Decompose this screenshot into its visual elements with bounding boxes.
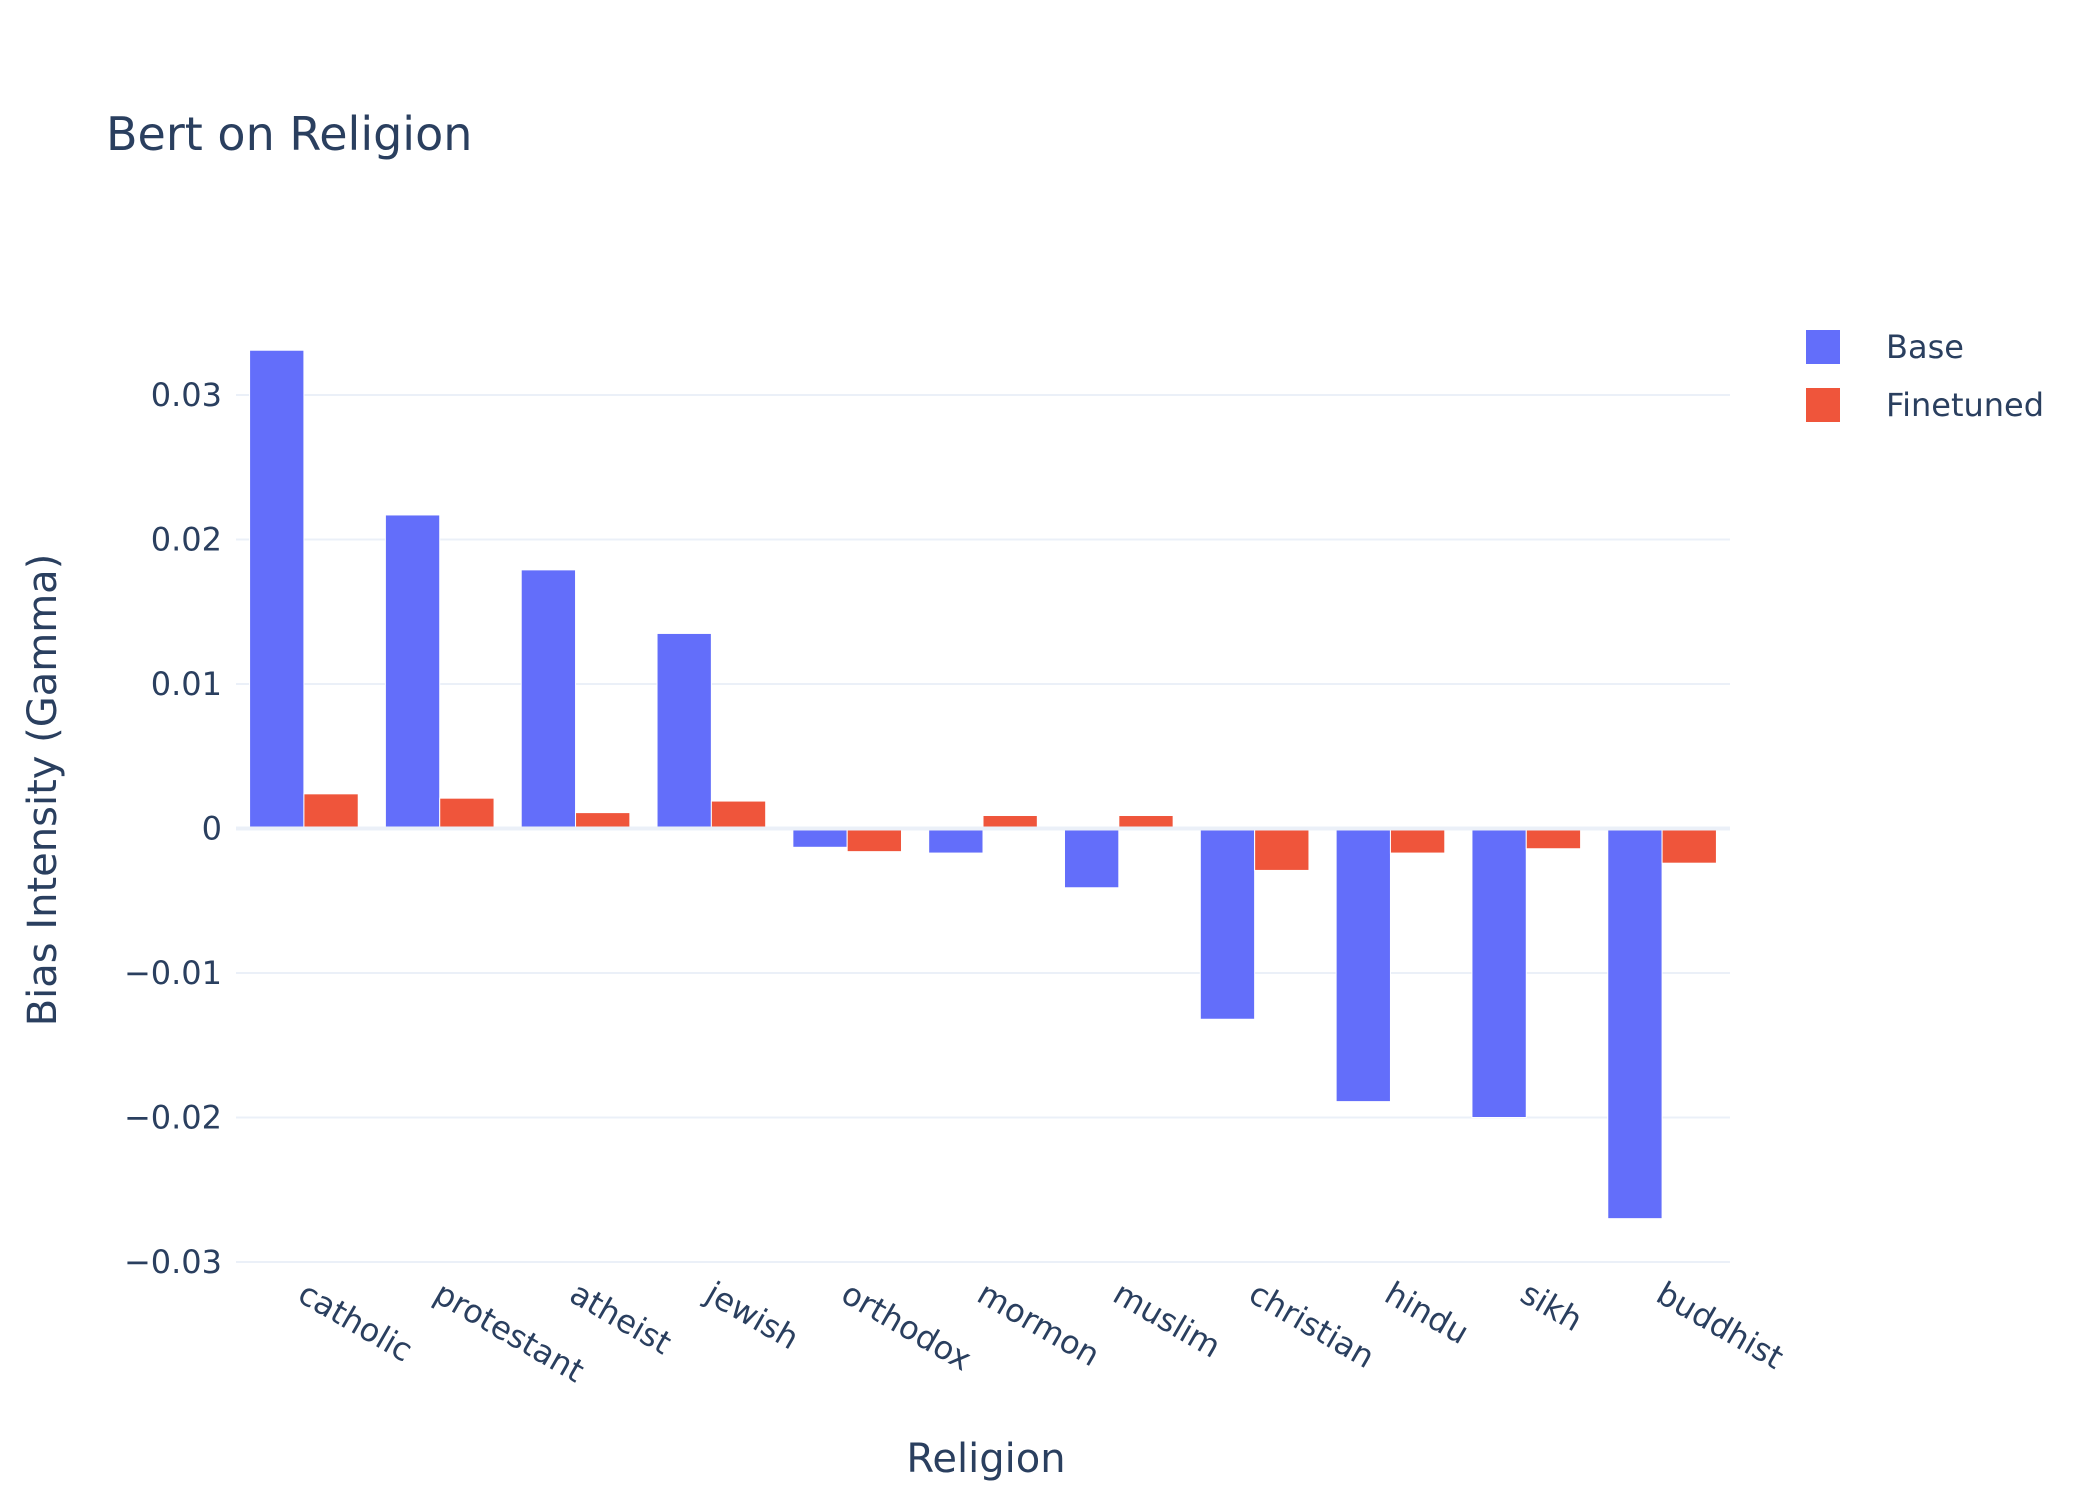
- legend-item-finetuned[interactable]: Finetuned: [1806, 386, 2044, 424]
- y-tick-label: 0: [202, 810, 222, 848]
- x-tick-label: mormon: [971, 1274, 1106, 1374]
- legend-item-base[interactable]: Base: [1806, 328, 1964, 366]
- y-tick-label: 0.02: [151, 521, 222, 559]
- x-tick-label: sikh: [1514, 1274, 1589, 1339]
- bar-base-sikh[interactable]: [1471, 828, 1527, 1119]
- legend-label: Base: [1886, 328, 1964, 366]
- x-tick-label: muslim: [1107, 1274, 1227, 1365]
- grid-lines: [236, 394, 1730, 1263]
- x-axis-title: Religion: [906, 1436, 1065, 1482]
- bar-base-christian[interactable]: [1199, 828, 1256, 1020]
- legend-swatch: [1806, 330, 1840, 364]
- bar-base-muslim[interactable]: [1063, 828, 1120, 889]
- chart-title: Bert on Religion: [106, 107, 472, 161]
- bar-base-orthodox[interactable]: [792, 828, 848, 848]
- bar-finetuned-hindu[interactable]: [1389, 828, 1446, 854]
- y-tick-label: 0.01: [151, 665, 222, 703]
- x-tick-label: protestant: [428, 1274, 591, 1390]
- bar-finetuned-orthodox[interactable]: [846, 828, 903, 853]
- legend-swatch: [1806, 388, 1840, 422]
- x-tick-label: buddhist: [1650, 1274, 1790, 1377]
- x-tick-label: orthodox: [835, 1274, 978, 1378]
- legend[interactable]: Base Finetuned: [1806, 328, 2044, 424]
- bar-finetuned-sikh[interactable]: [1525, 828, 1582, 850]
- x-tick-label: jewish: [698, 1274, 805, 1358]
- bar-base-buddhist[interactable]: [1607, 828, 1663, 1220]
- x-tick-label: christian: [1243, 1274, 1381, 1376]
- bar-base-mormon[interactable]: [928, 828, 984, 854]
- y-tick-label: −0.02: [124, 1099, 222, 1137]
- bar-finetuned-catholic[interactable]: [303, 793, 359, 830]
- y-axis-ticks: 0.03 0.02 0.01 0 −0.01 −0.02 −0.03: [124, 376, 222, 1281]
- x-tick-label: hindu: [1378, 1274, 1475, 1352]
- y-axis-title: Bias Intensity (Gamma): [20, 554, 66, 1027]
- bar-finetuned-jewish[interactable]: [710, 800, 767, 830]
- bar-finetuned-christian[interactable]: [1254, 828, 1310, 871]
- bars: [236, 349, 1730, 1220]
- bar-finetuned-protestant[interactable]: [439, 797, 495, 830]
- bar-base-jewish[interactable]: [656, 632, 712, 830]
- bar-base-hindu[interactable]: [1335, 828, 1391, 1103]
- bar-finetuned-buddhist[interactable]: [1661, 828, 1717, 864]
- bar-finetuned-atheist[interactable]: [575, 812, 631, 830]
- y-tick-label: −0.01: [124, 954, 222, 992]
- x-tick-label: atheist: [564, 1274, 678, 1362]
- bar-base-catholic[interactable]: [249, 349, 305, 830]
- y-tick-label: −0.03: [124, 1243, 222, 1281]
- legend-label: Finetuned: [1886, 386, 2044, 424]
- x-tick-label: catholic: [292, 1274, 419, 1369]
- bar-base-protestant[interactable]: [384, 514, 441, 830]
- bar-base-atheist[interactable]: [520, 569, 577, 830]
- y-tick-label: 0.03: [151, 376, 222, 414]
